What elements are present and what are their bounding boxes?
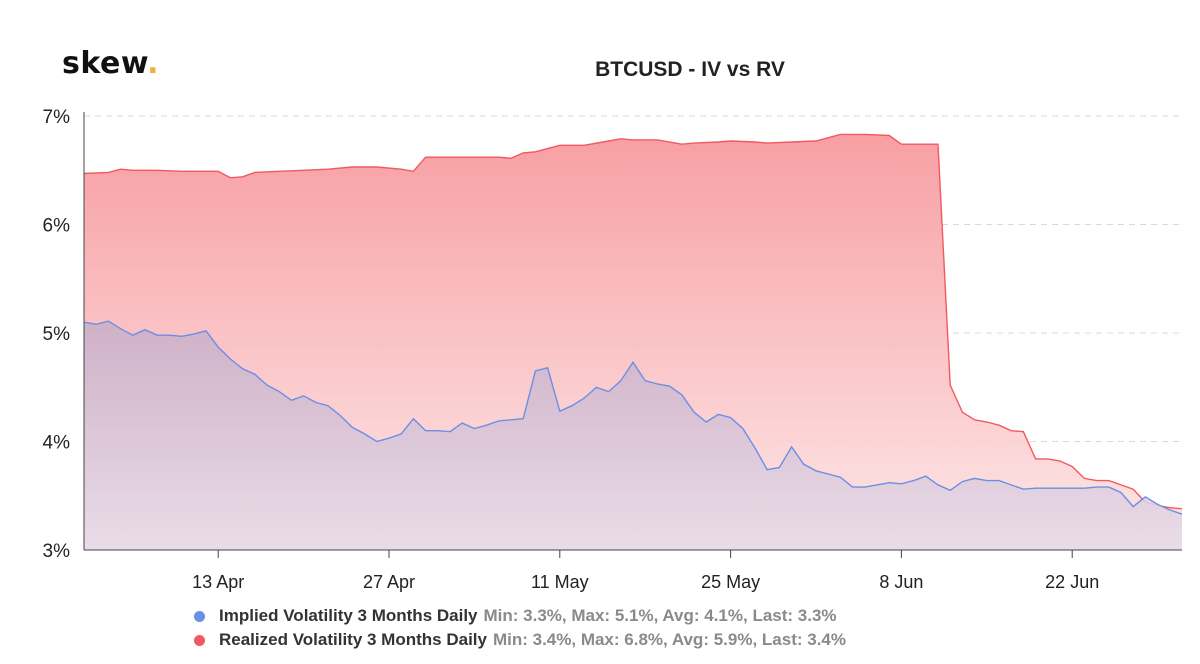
- x-tick-label: 11 May: [531, 572, 589, 592]
- plot-area: [83, 133, 1183, 550]
- legend: Implied Volatility 3 Months Daily Min: 3…: [194, 604, 846, 652]
- rv-line: [83, 133, 1183, 510]
- legend-swatch-rv: [194, 634, 205, 646]
- y-tick-label: 6%: [43, 216, 71, 237]
- axes: 3% 4% 5% 6% 7% 13 Apr 27 Apr 11 May 25 May 8 Jun 2…: [43, 107, 1182, 592]
- legend-item-iv[interactable]: Implied Volatility 3 Months Daily Min: 3…: [194, 604, 846, 628]
- legend-swatch-iv: [194, 610, 205, 622]
- y-tick-label: 5%: [43, 324, 71, 345]
- legend-label-iv: Implied Volatility 3 Months Daily: [219, 606, 478, 625]
- chart-title: BTCUSD - IV vs RV: [595, 58, 785, 81]
- x-tick-label: 13 Apr: [192, 572, 244, 592]
- skew-logo: skew.: [62, 46, 160, 81]
- iv-area: [84, 321, 1182, 550]
- x-tick-label: 25 May: [701, 572, 760, 592]
- legend-label-rv: Realized Volatility 3 Months Daily: [219, 630, 487, 649]
- x-tick-label: 22 Jun: [1045, 572, 1099, 592]
- x-tick-label: 27 Apr: [363, 572, 415, 592]
- y-tick-label: 3%: [43, 541, 71, 562]
- x-tick-label: 8 Jun: [879, 572, 923, 592]
- legend-stats-rv: Min: 3.4%, Max: 6.8%, Avg: 5.9%, Last: 3…: [492, 630, 846, 649]
- legend-stats-iv: Min: 3.3%, Max: 5.1%, Avg: 4.1%, Last: 3…: [483, 606, 837, 625]
- iv-line: [83, 320, 1183, 515]
- y-tick-label: 4%: [43, 433, 71, 454]
- y-tick-label: 7%: [43, 107, 71, 128]
- legend-item-rv[interactable]: Realized Volatility 3 Months Daily Min: …: [194, 628, 846, 652]
